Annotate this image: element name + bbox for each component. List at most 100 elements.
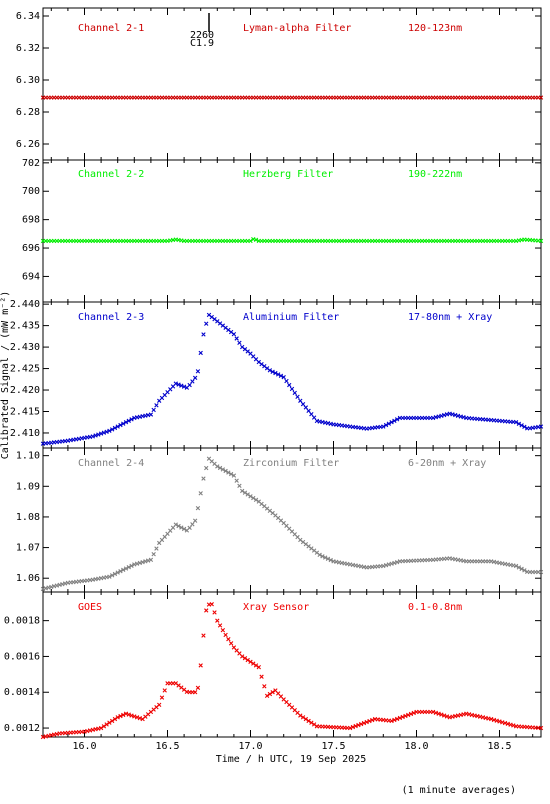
data-point xyxy=(198,663,203,668)
data-point xyxy=(151,407,156,413)
data-point xyxy=(242,490,248,495)
flare-class-label: C1.9 xyxy=(190,38,214,49)
data-point xyxy=(273,370,278,376)
panel-frame xyxy=(42,447,542,593)
data-point xyxy=(154,546,159,551)
y-tick-label: 6.30 xyxy=(16,75,40,86)
data-point xyxy=(162,688,167,693)
data-point xyxy=(179,383,184,388)
data-point xyxy=(173,381,178,386)
data-point xyxy=(538,424,544,429)
data-point xyxy=(353,723,358,729)
data-point xyxy=(115,715,120,720)
data-point xyxy=(516,565,522,570)
y-tick-label: 2.425 xyxy=(10,364,40,375)
y-tick-label: 2.430 xyxy=(10,342,40,353)
data-point xyxy=(439,712,444,717)
data-point xyxy=(181,526,187,532)
data-point xyxy=(148,557,154,563)
data-point xyxy=(538,95,544,100)
data-point xyxy=(298,398,303,403)
panel-channel-label: Channel 2-1 xyxy=(78,23,144,34)
data-point xyxy=(157,702,162,707)
data-point xyxy=(115,424,120,429)
data-point xyxy=(107,574,112,579)
data-point xyxy=(154,403,159,408)
data-point xyxy=(90,434,95,439)
x-tick-label: 17.5 xyxy=(321,741,345,752)
data-point xyxy=(303,716,309,722)
panel-band-label: 6-20nm + Xray xyxy=(408,458,486,469)
data-point xyxy=(240,654,245,659)
data-point xyxy=(234,478,239,483)
flare-marker-label: 2260 xyxy=(190,30,214,41)
data-point xyxy=(126,564,131,570)
data-point xyxy=(226,470,231,475)
data-point xyxy=(118,422,123,428)
data-point xyxy=(248,238,253,244)
data-point xyxy=(112,425,118,431)
data-point xyxy=(118,569,123,574)
data-point xyxy=(300,715,306,720)
data-point xyxy=(251,495,256,501)
x-tick-label: 17.0 xyxy=(238,741,262,752)
data-point xyxy=(204,321,209,326)
y-tick-label: 1.07 xyxy=(16,543,40,554)
data-point xyxy=(389,420,394,425)
y-tick-label: 6.34 xyxy=(16,11,40,22)
data-point xyxy=(309,412,314,417)
data-point xyxy=(228,641,234,646)
x-tick-label: 16.5 xyxy=(155,741,179,752)
data-point xyxy=(394,417,400,422)
data-point xyxy=(386,421,392,426)
data-point xyxy=(98,725,104,731)
data-point xyxy=(109,718,115,724)
data-point xyxy=(192,690,198,695)
data-point xyxy=(253,663,259,668)
data-point xyxy=(107,720,112,725)
data-point xyxy=(201,476,206,481)
data-point xyxy=(190,379,195,384)
data-point xyxy=(281,374,286,380)
series xyxy=(40,602,544,740)
data-point xyxy=(201,633,206,638)
data-point xyxy=(159,695,165,700)
data-point xyxy=(400,714,405,720)
data-point xyxy=(223,468,228,474)
data-point xyxy=(513,420,519,425)
data-point xyxy=(284,378,289,384)
data-point xyxy=(121,421,126,426)
panel-channel-label: GOES xyxy=(78,602,102,613)
data-point xyxy=(251,661,256,666)
data-point xyxy=(292,390,297,396)
data-point xyxy=(441,713,447,718)
data-point xyxy=(129,563,134,568)
data-point xyxy=(295,394,300,400)
data-point xyxy=(248,494,253,499)
panel-band-label: 120-123nm xyxy=(408,23,462,34)
data-point xyxy=(215,618,220,623)
y-tick-label: 0.0016 xyxy=(4,651,40,662)
y-tick-label: 0.0012 xyxy=(4,723,40,734)
y-tick-label: 698 xyxy=(22,215,40,226)
data-point xyxy=(306,718,311,724)
data-point xyxy=(358,721,364,727)
data-point xyxy=(234,336,239,341)
data-point xyxy=(303,405,309,410)
data-point xyxy=(245,492,250,497)
data-point xyxy=(104,722,109,727)
data-point xyxy=(538,569,544,575)
panel-4: 1.06 1.07 1.08 1.09 1.10 Channel 2-4 Zirconium… xyxy=(16,447,544,593)
y-tick-label: 1.10 xyxy=(16,451,40,462)
data-point xyxy=(121,567,126,573)
data-point xyxy=(121,712,126,718)
data-point xyxy=(104,429,109,434)
series xyxy=(40,95,544,100)
data-point xyxy=(430,709,436,715)
data-point xyxy=(129,713,134,718)
data-point xyxy=(278,373,284,378)
data-point xyxy=(245,657,250,663)
y-tick-label: 700 xyxy=(22,186,40,197)
data-point xyxy=(201,332,206,337)
